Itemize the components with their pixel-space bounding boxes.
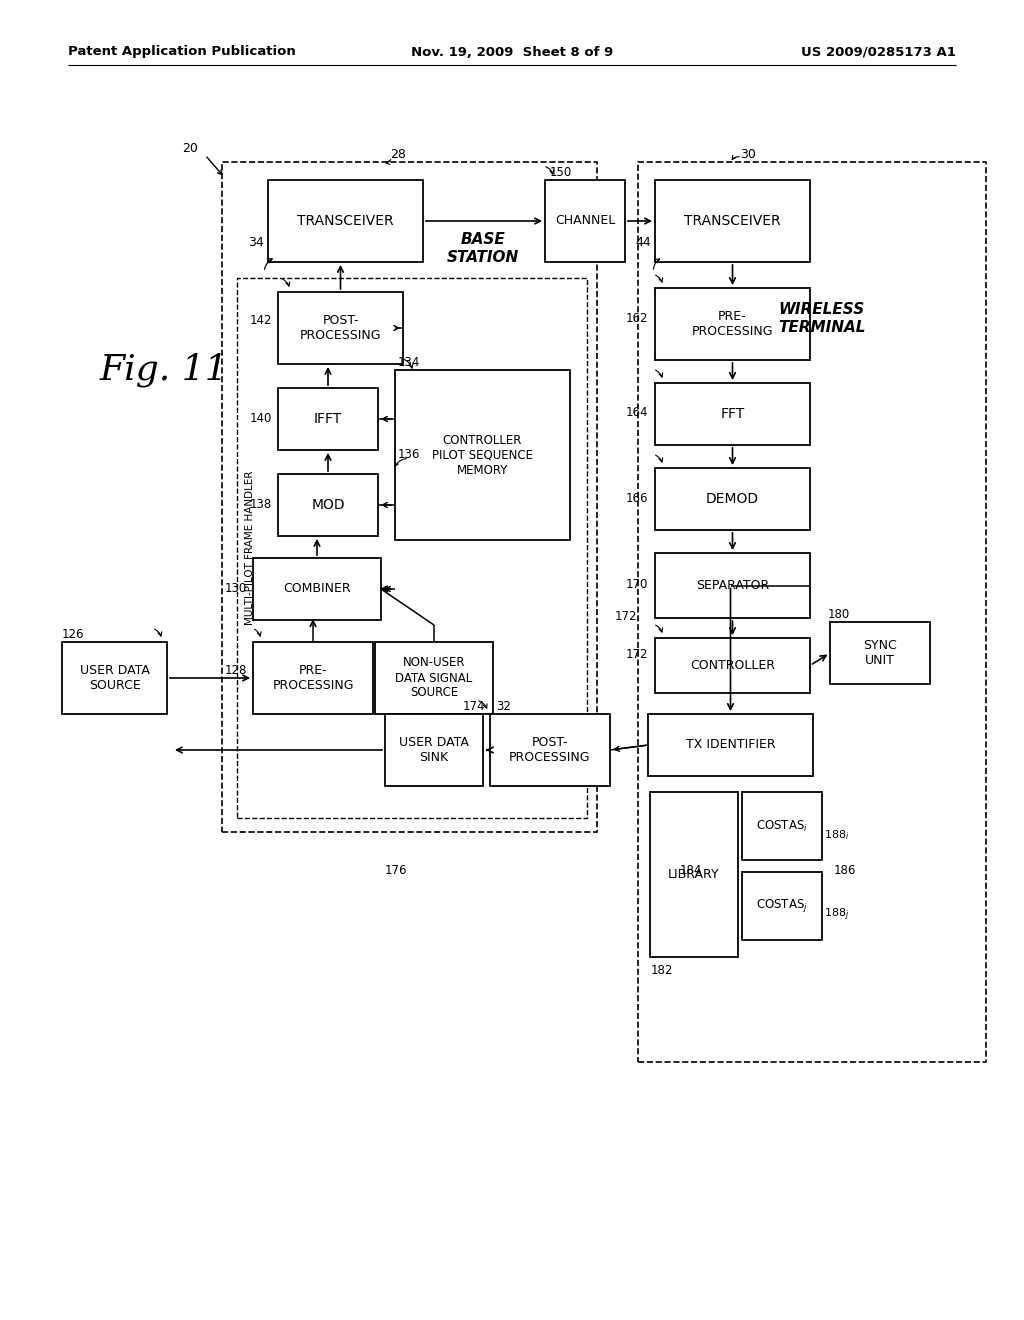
Text: 174: 174 [463,700,485,713]
Bar [395,370,570,540]
Text: STATION: STATION [446,249,519,264]
Text: 34: 34 [248,235,264,248]
Text: COSTAS$_j$: COSTAS$_j$ [756,898,808,915]
Text: 186: 186 [834,863,856,876]
Bar [253,558,381,620]
Text: 126: 126 [62,627,85,640]
Bar [545,180,625,261]
Text: USER DATA
SINK: USER DATA SINK [399,737,469,764]
Bar [655,638,810,693]
Text: TERMINAL: TERMINAL [778,321,865,335]
Text: WIRELESS: WIRELESS [779,302,865,318]
Text: 164: 164 [626,407,648,420]
Text: IFFT: IFFT [314,412,342,426]
Text: 136: 136 [398,449,421,462]
Bar [278,292,403,364]
Bar [278,474,378,536]
Text: CHANNEL: CHANNEL [555,214,615,227]
Bar [253,642,373,714]
Text: 150: 150 [550,166,572,180]
Text: TX IDENTIFIER: TX IDENTIFIER [686,738,775,751]
Bar [830,622,930,684]
Text: 184: 184 [680,863,702,876]
Text: 44: 44 [635,235,651,248]
Bar [655,288,810,360]
Text: 134: 134 [398,356,421,370]
Text: 172: 172 [614,610,637,623]
Bar [655,553,810,618]
Text: US 2009/0285173 A1: US 2009/0285173 A1 [801,45,956,58]
Text: 30: 30 [740,149,756,161]
Text: 130: 130 [224,582,247,594]
Text: CONTROLLER
PILOT SEQUENCE
MEMORY: CONTROLLER PILOT SEQUENCE MEMORY [432,433,534,477]
Text: PRE-
PROCESSING: PRE- PROCESSING [272,664,353,692]
Bar [648,714,813,776]
Text: 142: 142 [250,314,272,326]
Text: 176: 176 [385,863,408,876]
Text: 138: 138 [250,498,272,511]
Text: COSTAS$_i$: COSTAS$_i$ [756,818,808,833]
Text: LIBRARY: LIBRARY [669,869,720,880]
Text: Patent Application Publication: Patent Application Publication [68,45,296,58]
Bar [375,642,493,714]
Bar [237,279,587,818]
Text: 28: 28 [390,149,406,161]
Text: Nov. 19, 2009  Sheet 8 of 9: Nov. 19, 2009 Sheet 8 of 9 [411,45,613,58]
Text: BASE: BASE [461,232,506,248]
Bar [655,180,810,261]
Text: 162: 162 [626,312,648,325]
Text: USER DATA
SOURCE: USER DATA SOURCE [80,664,150,692]
Text: TRANSCEIVER: TRANSCEIVER [684,214,781,228]
Text: 182: 182 [651,964,674,977]
Text: 180: 180 [828,607,850,620]
Bar [742,792,822,861]
Text: 128: 128 [224,664,247,676]
Text: 20: 20 [182,141,198,154]
Text: POST-
PROCESSING: POST- PROCESSING [300,314,381,342]
Bar [268,180,423,261]
Text: 188$_j$: 188$_j$ [824,907,850,923]
Text: MULTI-PILOT FRAME HANDLER: MULTI-PILOT FRAME HANDLER [245,471,255,626]
Text: 140: 140 [250,412,272,425]
Text: TRANSCEIVER: TRANSCEIVER [297,214,394,228]
Text: FFT: FFT [720,407,744,421]
Bar [650,792,738,957]
Text: SYNC
UNIT: SYNC UNIT [863,639,897,667]
Bar [222,162,597,832]
Text: MOD: MOD [311,498,345,512]
Bar [385,714,483,785]
Bar [490,714,610,785]
Text: NON-USER
DATA SIGNAL
SOURCE: NON-USER DATA SIGNAL SOURCE [395,656,473,700]
Bar [62,642,167,714]
Text: Fig. 11: Fig. 11 [100,352,228,387]
Bar [278,388,378,450]
Text: SEPARATOR: SEPARATOR [696,579,769,591]
Text: POST-
PROCESSING: POST- PROCESSING [509,737,591,764]
Text: COMBINER: COMBINER [284,582,351,595]
Text: 170: 170 [626,578,648,591]
Text: 172: 172 [626,648,648,660]
Text: 166: 166 [626,491,648,504]
Bar [655,383,810,445]
Bar [638,162,986,1063]
Bar [655,469,810,531]
Text: DEMOD: DEMOD [706,492,759,506]
Text: CONTROLLER: CONTROLLER [690,659,775,672]
Text: 188$_i$: 188$_i$ [824,828,850,842]
Bar [742,873,822,940]
Text: PRE-
PROCESSING: PRE- PROCESSING [692,310,773,338]
Text: 32: 32 [496,700,511,713]
